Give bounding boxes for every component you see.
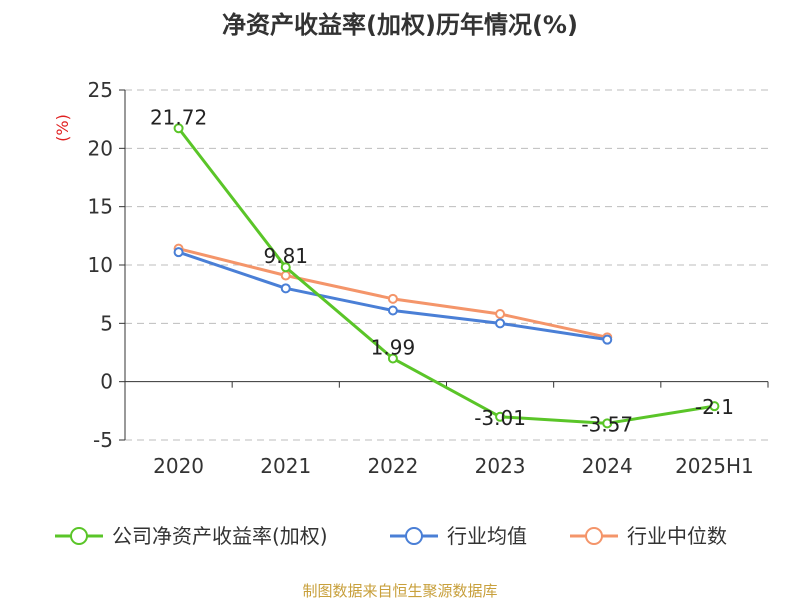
x-tick-label: 2024 xyxy=(582,454,633,478)
x-tick-label: 2022 xyxy=(367,454,418,478)
legend-item-0[interactable]: 公司净资产收益率(加权) xyxy=(55,524,328,548)
x-tick-label: 2025H1 xyxy=(675,454,754,478)
x-tick-label: 2021 xyxy=(260,454,311,478)
y-axis-unit-label: (%) xyxy=(53,114,72,142)
y-tick-label: 0 xyxy=(100,370,113,394)
data-point xyxy=(387,305,398,316)
data-point xyxy=(387,293,398,304)
series-line-2 xyxy=(177,247,609,339)
data-labels: 21.72 9.81 1.99 -3.01 -3.57 -2.1 xyxy=(150,105,734,436)
y-tick-label: 25 xyxy=(88,78,113,102)
series-lines xyxy=(173,123,720,429)
data-point xyxy=(280,283,291,294)
data-label: 21.72 xyxy=(150,105,207,129)
legend-marker-icon xyxy=(405,527,423,545)
y-tick-label: -5 xyxy=(93,428,113,452)
x-tick-label: 2020 xyxy=(153,454,204,478)
data-point xyxy=(280,270,291,281)
y-tick-label: 10 xyxy=(88,253,113,277)
data-label: 1.99 xyxy=(371,335,416,359)
data-point xyxy=(602,334,613,345)
data-point xyxy=(495,411,506,422)
legend-marker-icon xyxy=(585,527,603,545)
legend-label: 行业中位数 xyxy=(627,524,727,548)
legend-item-1[interactable]: 行业均值 xyxy=(390,524,527,548)
data-point xyxy=(280,262,291,273)
legend-label: 行业均值 xyxy=(447,524,527,548)
legend-label: 公司净资产收益率(加权) xyxy=(112,524,328,548)
x-tick-label: 2023 xyxy=(475,454,526,478)
data-point xyxy=(709,401,720,412)
legend-item-2[interactable]: 行业中位数 xyxy=(570,524,727,548)
y-tick-label: 15 xyxy=(88,195,113,219)
data-label: -2.1 xyxy=(695,395,734,419)
axes: 25 20 15 10 5 0 -5 2020 2021 2022 2023 2024 2025H1 xyxy=(88,78,769,478)
data-point xyxy=(495,318,506,329)
data-point xyxy=(495,309,506,319)
legend[interactable]: 公司净资产收益率(加权) 行业均值 行业中位数 xyxy=(55,524,727,548)
data-point xyxy=(602,418,613,429)
series-line-0 xyxy=(177,126,716,425)
y-tick-label: 20 xyxy=(88,136,113,160)
data-label: -3.57 xyxy=(581,412,633,436)
data-label: 9.81 xyxy=(263,244,308,268)
source-note: 制图数据来自恒生聚源数据库 xyxy=(302,582,497,600)
data-point xyxy=(173,247,184,258)
legend-marker-icon xyxy=(70,527,88,545)
y-tick-label: 5 xyxy=(100,311,113,335)
data-point xyxy=(173,123,184,134)
chart-title: 净资产收益率(加权)历年情况(%) xyxy=(222,11,578,39)
data-point xyxy=(387,353,398,364)
data-label: -3.01 xyxy=(474,406,526,430)
